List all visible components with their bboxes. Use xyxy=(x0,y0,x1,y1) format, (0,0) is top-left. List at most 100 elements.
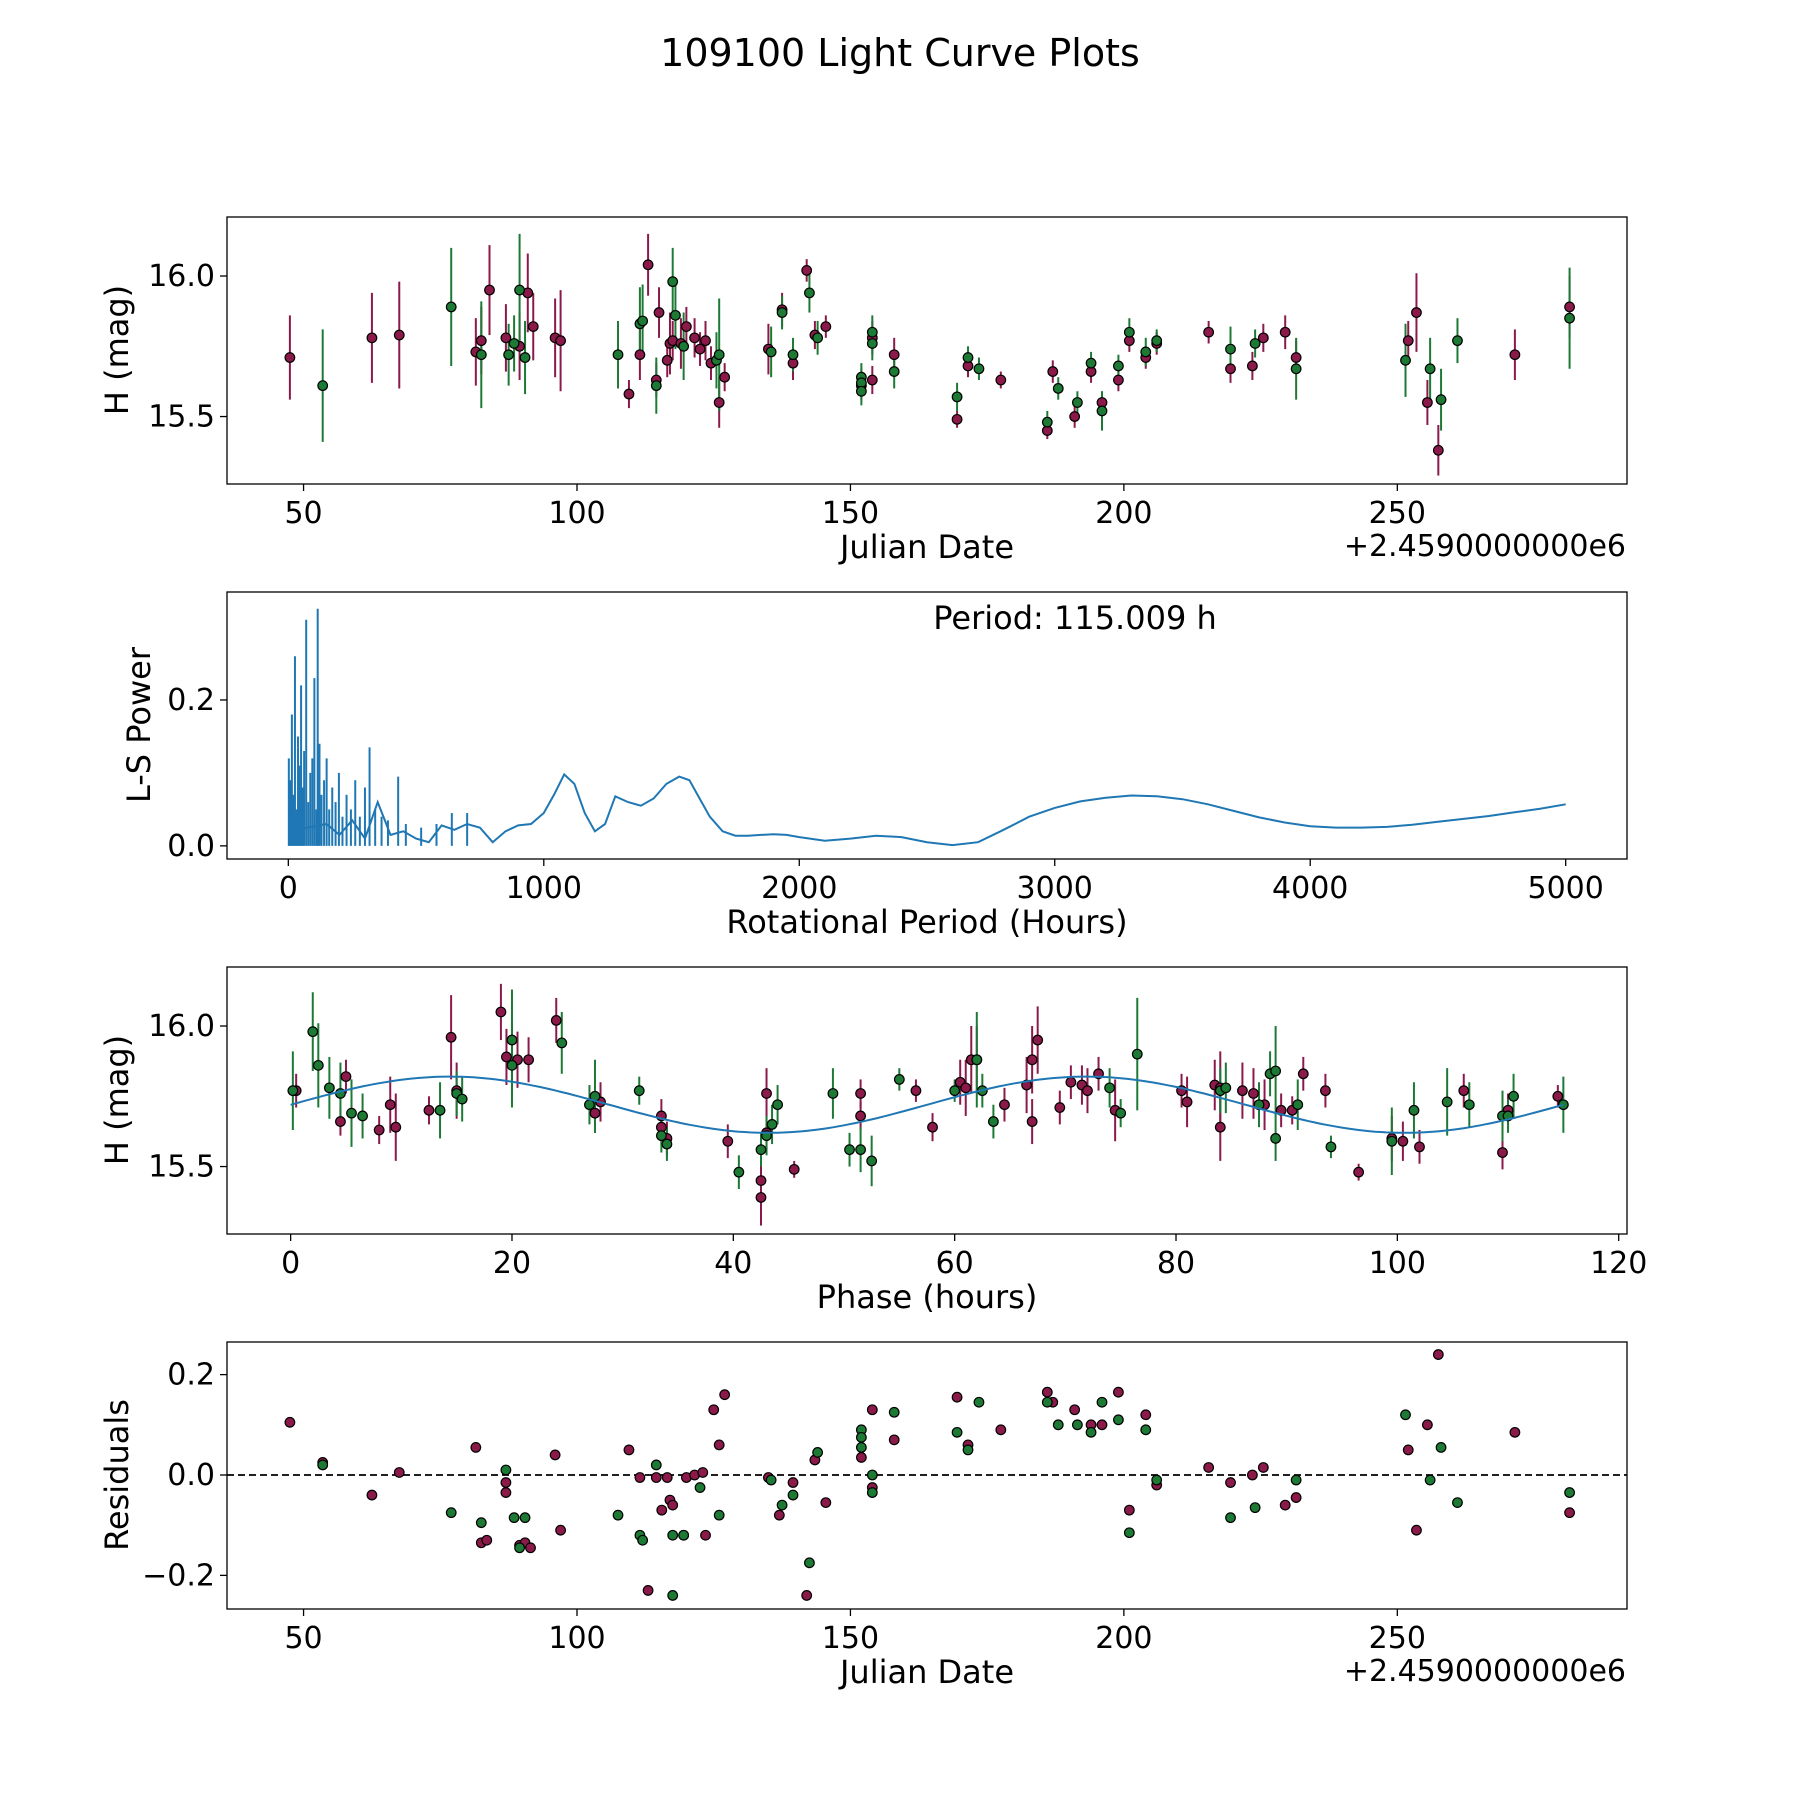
data-point xyxy=(1026,1116,1038,1127)
data-point xyxy=(366,1489,378,1501)
data-point xyxy=(700,335,711,347)
data-point xyxy=(1400,1409,1411,1421)
data-point xyxy=(927,1121,938,1133)
x-tick-label: 200 xyxy=(1095,496,1152,531)
data-point xyxy=(589,1107,601,1119)
data-point xyxy=(1421,397,1433,408)
data-point xyxy=(1400,354,1411,366)
data-point xyxy=(1085,357,1097,369)
data-point xyxy=(1071,397,1083,408)
data-point xyxy=(655,1130,667,1142)
data-point xyxy=(1402,1444,1414,1456)
data-point xyxy=(650,1472,662,1483)
data-point xyxy=(307,1026,319,1038)
data-point xyxy=(634,1472,646,1483)
panel-light-curve-offset-label: +2.4590000000e6 xyxy=(1344,529,1626,564)
panel-residuals: 50 100 150 200 250 −0.2 0.0 0.2 Julian Date Res… xyxy=(98,1341,1628,1691)
x-tick-label: 100 xyxy=(1369,1246,1426,1281)
data-point xyxy=(1140,346,1152,358)
data-point xyxy=(284,1416,296,1428)
data-point xyxy=(1270,1065,1282,1077)
x-tick-label: 50 xyxy=(284,496,322,531)
data-point xyxy=(1140,1409,1152,1421)
data-point xyxy=(366,332,378,344)
x-tick-label: 50 xyxy=(284,1621,322,1656)
data-point xyxy=(612,1509,624,1521)
data-point xyxy=(555,335,566,347)
x-tick-label: 150 xyxy=(822,1621,879,1656)
data-point xyxy=(844,1144,855,1156)
data-point xyxy=(1069,1404,1081,1416)
data-point xyxy=(1032,1034,1044,1046)
data-point xyxy=(1414,1141,1425,1153)
data-point xyxy=(475,1517,487,1529)
data-point xyxy=(801,1590,813,1601)
panel-residuals-xlabel: Julian Date xyxy=(838,1653,1014,1691)
x-tick-label: 100 xyxy=(548,496,605,531)
data-point xyxy=(773,1509,785,1521)
x-tick-label: 4000 xyxy=(1272,871,1348,906)
data-point xyxy=(1458,1085,1470,1097)
data-point xyxy=(1564,301,1575,313)
periodogram-line xyxy=(288,772,1566,847)
data-point xyxy=(633,1085,645,1097)
data-point xyxy=(1249,338,1261,349)
panel-light-curve: 50 100 150 200 250 15.5 16.0 Julian Date H (ma… xyxy=(98,216,1628,566)
data-point xyxy=(910,1085,922,1097)
data-point xyxy=(500,332,512,344)
data-point xyxy=(667,1529,679,1541)
data-point xyxy=(866,1155,878,1167)
data-point xyxy=(1411,1524,1422,1536)
data-point xyxy=(765,1474,777,1486)
data-point xyxy=(1509,349,1521,361)
data-point xyxy=(1085,1426,1097,1438)
data-point xyxy=(1151,335,1163,347)
data-point xyxy=(357,1110,368,1122)
x-tick-label: 60 xyxy=(936,1246,974,1281)
data-point xyxy=(1123,1504,1135,1516)
data-point xyxy=(772,1099,783,1111)
data-point xyxy=(423,1104,435,1116)
data-point xyxy=(680,321,692,333)
data-point xyxy=(642,1585,654,1596)
data-point xyxy=(373,1124,385,1136)
data-point xyxy=(661,354,673,366)
data-point xyxy=(1140,1424,1152,1436)
data-point xyxy=(1292,1099,1304,1111)
data-point xyxy=(866,1404,878,1416)
data-point xyxy=(637,1534,649,1546)
data-point xyxy=(556,1037,568,1049)
data-point xyxy=(667,1590,679,1601)
data-point xyxy=(667,1499,679,1511)
data-point xyxy=(951,391,963,403)
data-point xyxy=(855,1452,867,1463)
data-point xyxy=(661,1472,673,1483)
data-point xyxy=(1353,1166,1365,1178)
data-point xyxy=(960,1082,972,1094)
data-point xyxy=(390,1121,402,1133)
data-point xyxy=(999,1099,1010,1111)
x-tick-label: 250 xyxy=(1369,496,1426,531)
data-point xyxy=(1257,1462,1269,1473)
data-point xyxy=(678,1529,690,1541)
data-point xyxy=(855,385,867,397)
data-point xyxy=(527,321,539,333)
panel-phased-curve-ylabel: H (mag) xyxy=(98,1035,136,1165)
data-point xyxy=(340,1071,352,1083)
data-point xyxy=(323,1082,335,1094)
data-point xyxy=(667,276,679,288)
data-point xyxy=(713,349,725,361)
data-point xyxy=(733,1166,745,1178)
data-point xyxy=(866,374,878,386)
data-point xyxy=(650,380,662,392)
data-point xyxy=(1290,352,1302,363)
data-point xyxy=(1402,335,1414,347)
data-point xyxy=(584,1099,595,1111)
data-point xyxy=(661,1138,673,1150)
data-point xyxy=(1113,1414,1124,1426)
data-point xyxy=(787,1477,799,1488)
data-point xyxy=(523,1054,534,1066)
data-point xyxy=(888,349,900,361)
data-point xyxy=(1325,1141,1337,1153)
y-tick-label: 16.0 xyxy=(148,1009,215,1044)
